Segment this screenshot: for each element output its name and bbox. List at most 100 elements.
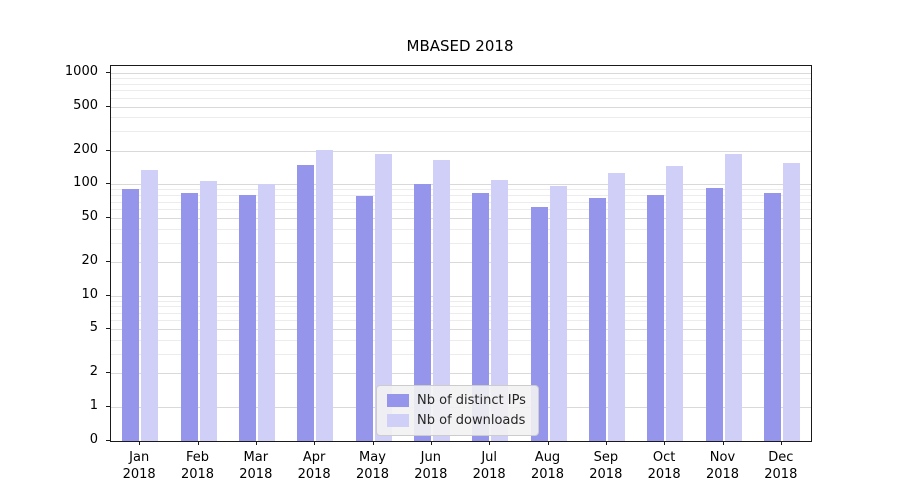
x-tick-label: Apr 2018 (297, 450, 331, 482)
plot-area: Nb of distinct IPs Nb of downloads (110, 65, 812, 442)
y-tick-label: 50 (81, 208, 98, 224)
y-tick-label: 2 (89, 364, 98, 380)
legend-item-distinct-ips: Nb of distinct IPs (387, 393, 526, 408)
gridline (111, 217, 811, 219)
gridline (111, 73, 811, 74)
legend-label-downloads: Nb of downloads (417, 413, 526, 428)
y-tick-mark (106, 72, 110, 73)
y-tick-label: 100 (73, 175, 98, 191)
gridline (111, 97, 811, 99)
bar-distinct-ips-dec (763, 193, 781, 441)
y-tick-mark (106, 440, 110, 441)
y-tick-label: 1 (89, 398, 98, 413)
legend-swatch-downloads (387, 414, 409, 427)
bar-downloads-dec (782, 163, 800, 441)
x-tick-label: Feb 2018 (180, 450, 215, 482)
y-tick-label: 1000 (64, 64, 98, 79)
y-tick-mark (106, 183, 110, 185)
y-tick-mark (106, 261, 110, 263)
y-tick-mark (106, 372, 110, 374)
x-tick-mark (314, 441, 316, 445)
bar-downloads-jun (432, 160, 450, 441)
x-tick-label: Aug 2018 (530, 450, 565, 482)
y-tick-mark (106, 328, 110, 330)
x-tick-mark (372, 441, 374, 445)
x-tick-label: Dec 2018 (764, 450, 798, 482)
bar-distinct-ips-aug (530, 206, 548, 441)
bar-distinct-ips-may (355, 196, 373, 441)
x-tick-label: Oct 2018 (647, 450, 681, 482)
bar-downloads-oct (666, 165, 684, 441)
gridline (111, 117, 811, 119)
legend: Nb of distinct IPs Nb of downloads (376, 385, 539, 436)
bar-distinct-ips-feb (180, 193, 198, 441)
bar-distinct-ips-nov (705, 188, 723, 441)
gridline (111, 353, 811, 355)
bar-downloads-aug (549, 185, 567, 441)
y-tick-mark (106, 216, 110, 218)
bar-downloads-apr (316, 149, 334, 441)
y-tick-label: 0 (89, 432, 98, 447)
legend-item-downloads: Nb of downloads (387, 413, 526, 428)
x-tick-mark (547, 441, 549, 445)
gridline (111, 295, 811, 297)
gridline (111, 329, 811, 331)
x-tick-label: May 2018 (355, 450, 390, 482)
bar-distinct-ips-jun (413, 184, 431, 441)
x-tick-label: Jun 2018 (414, 450, 448, 482)
x-tick-mark (430, 441, 432, 445)
y-tick-mark (106, 105, 110, 107)
gridline (111, 78, 811, 80)
bar-distinct-ips-jan (122, 189, 140, 441)
bar-distinct-ips-apr (297, 164, 315, 441)
y-tick-label: 20 (81, 253, 98, 269)
x-tick-label: Jul 2018 (472, 450, 506, 482)
gridline (111, 306, 811, 308)
y-tick-label: 5 (89, 320, 98, 336)
bar-downloads-sep (607, 172, 625, 441)
x-tick-mark (197, 441, 199, 445)
gridline (111, 83, 811, 85)
bar-distinct-ips-mar (238, 195, 256, 441)
gridline (111, 90, 811, 92)
y-tick-label: 500 (73, 97, 98, 113)
legend-swatch-distinct-ips (387, 394, 409, 407)
bar-downloads-jan (141, 169, 159, 441)
x-tick-mark (489, 441, 491, 445)
bar-distinct-ips-sep (588, 198, 606, 441)
bar-downloads-mar (257, 184, 275, 441)
x-tick-mark (722, 441, 724, 445)
gridline (111, 189, 811, 191)
y-tick-mark (106, 294, 110, 296)
gridline (111, 228, 811, 230)
gridline (111, 184, 811, 186)
gridline (111, 150, 811, 152)
gridline (111, 209, 811, 211)
x-tick-label: Sep 2018 (589, 450, 623, 482)
x-tick-mark (255, 441, 257, 445)
y-tick-mark (106, 149, 110, 151)
gridline (111, 320, 811, 322)
bar-downloads-may (374, 153, 392, 441)
gridline (111, 106, 811, 108)
bar-distinct-ips-jul (472, 193, 490, 441)
bar-downloads-jul (491, 179, 509, 441)
y-tick-label: 10 (81, 286, 98, 302)
legend-label-distinct-ips: Nb of distinct IPs (417, 393, 526, 408)
x-tick-label: Jan 2018 (122, 450, 156, 482)
gridline (111, 131, 811, 133)
bar-distinct-ips-oct (647, 194, 665, 441)
chart-title: MBASED 2018 (406, 37, 514, 55)
x-tick-mark (664, 441, 666, 445)
y-tick-mark (106, 406, 110, 407)
y-tick-label: 200 (73, 141, 98, 157)
x-tick-mark (780, 441, 782, 445)
gridline (111, 373, 811, 375)
bar-downloads-feb (199, 180, 217, 441)
gridline (111, 195, 811, 197)
gridline (111, 312, 811, 314)
x-tick-label: Nov 2018 (705, 450, 740, 482)
gridline (111, 339, 811, 341)
x-tick-mark (139, 441, 141, 445)
